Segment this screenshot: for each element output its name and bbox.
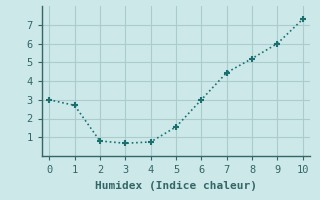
X-axis label: Humidex (Indice chaleur): Humidex (Indice chaleur)	[95, 181, 257, 191]
